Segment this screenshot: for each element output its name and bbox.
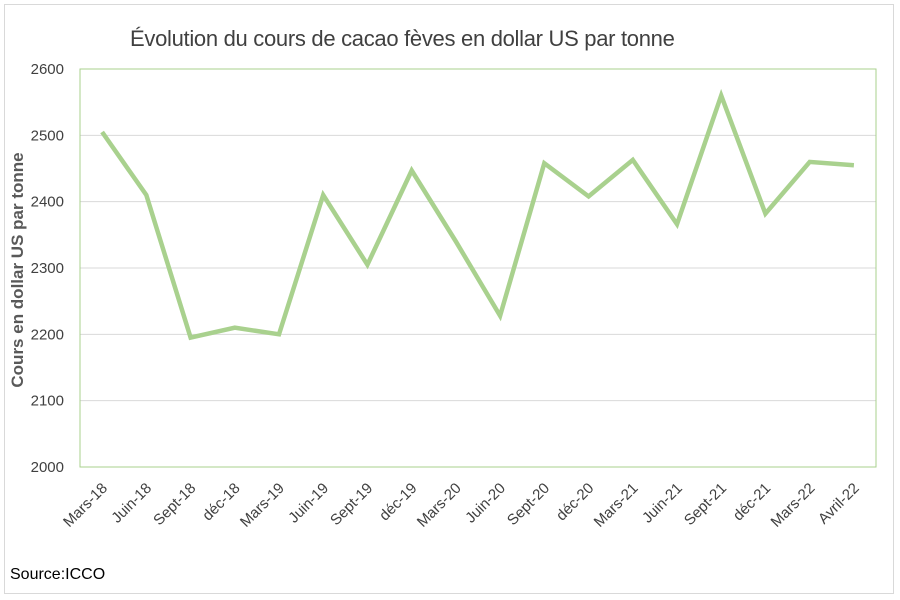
x-tick-label: Juin-18 xyxy=(108,480,155,527)
chart-frame xyxy=(4,4,894,594)
x-tick-label: Sept-18 xyxy=(150,480,199,529)
y-tick-label: 2200 xyxy=(31,326,64,343)
x-tick-label: Mars-18 xyxy=(60,480,111,531)
source-note: Source:ICCO xyxy=(10,566,106,583)
plot-area xyxy=(79,68,877,468)
x-tick-label: Sept-21 xyxy=(681,480,730,529)
x-tick-label: Sept-20 xyxy=(504,480,553,529)
x-tick-label: Mars-22 xyxy=(768,480,819,531)
x-tick-label: Mars-21 xyxy=(591,480,642,531)
y-tick-label: 2600 xyxy=(31,61,64,78)
y-tick-label: 2500 xyxy=(31,127,64,144)
y-tick-label: 2300 xyxy=(31,260,64,277)
x-tick-label: Mars-20 xyxy=(414,480,465,531)
x-tick-label: Juin-19 xyxy=(285,480,332,527)
x-tick-label: Mars-19 xyxy=(237,480,288,531)
x-tick-label: Juin-20 xyxy=(462,480,509,527)
series-line xyxy=(100,88,855,341)
x-tick-label: Sept-19 xyxy=(327,480,376,529)
y-tick-label: 2100 xyxy=(31,393,64,410)
chart-title: Évolution du cours de cacao fèves en dol… xyxy=(130,26,675,51)
y-tick-label: 2400 xyxy=(31,194,64,211)
x-tick-label: Juin-21 xyxy=(639,480,686,527)
y-tick-label: 2000 xyxy=(31,459,64,476)
x-tick-label: Avril-22 xyxy=(815,480,863,528)
